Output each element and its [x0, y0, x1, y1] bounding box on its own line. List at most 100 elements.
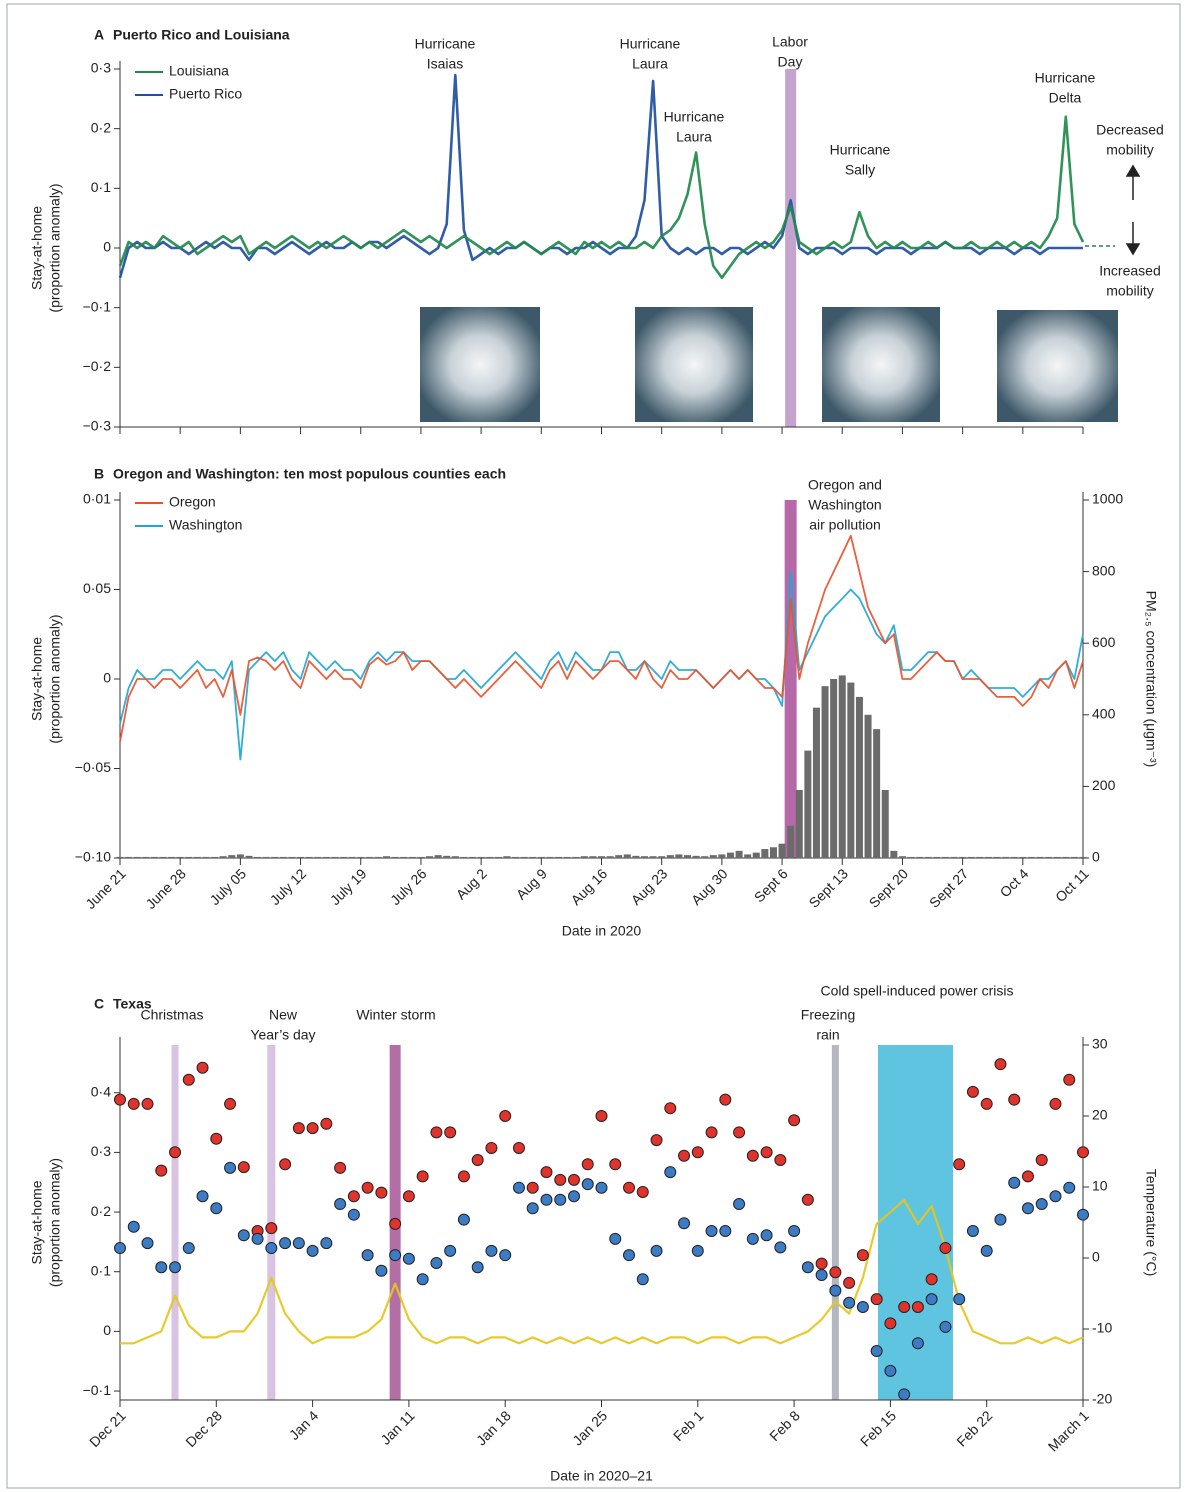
bar [297, 856, 305, 858]
bar [486, 856, 494, 858]
point [911, 1300, 924, 1313]
point [581, 1178, 594, 1191]
point [1077, 1146, 1089, 1159]
y-axis-label: (proportion anomaly) [47, 614, 63, 743]
point [746, 1232, 759, 1245]
point [939, 1320, 952, 1333]
point [884, 1317, 897, 1330]
x-tick-label: Aug 2 [453, 865, 490, 902]
y-tick-label: 0·3 [91, 1143, 111, 1159]
point [265, 1242, 278, 1255]
bar [1053, 856, 1061, 858]
bar [426, 856, 434, 858]
y-tick-label: 0·01 [83, 491, 111, 507]
point [691, 1244, 704, 1257]
bar [580, 856, 588, 858]
bar [228, 855, 236, 858]
y2-tick-label: 600 [1092, 634, 1116, 650]
point [733, 1198, 746, 1211]
point [966, 1225, 979, 1238]
point [389, 1249, 402, 1262]
point [595, 1181, 608, 1194]
x-tick-label: Sept 20 [866, 865, 912, 911]
bar [159, 856, 167, 858]
bar [434, 855, 442, 858]
y2-tick-label: 10 [1092, 1178, 1108, 1194]
y2-tick-label: -10 [1092, 1320, 1112, 1336]
point [925, 1273, 938, 1286]
legend-label: Oregon [169, 494, 216, 510]
arrow-head [1125, 243, 1141, 256]
point [251, 1232, 264, 1245]
point [389, 1217, 402, 1230]
panel-letter: B [94, 466, 104, 482]
point [430, 1126, 443, 1139]
point [829, 1284, 842, 1297]
bar [503, 856, 511, 858]
bar [890, 850, 898, 858]
point [760, 1146, 773, 1159]
point [994, 1213, 1007, 1226]
bar [374, 856, 382, 858]
annotation: Freezing [801, 1007, 855, 1023]
point [306, 1244, 319, 1257]
point [320, 1237, 333, 1250]
bar [718, 854, 726, 858]
bar [555, 856, 563, 858]
bar [855, 696, 863, 858]
point [444, 1126, 457, 1139]
bar [322, 856, 330, 858]
point [843, 1276, 856, 1289]
bar [804, 750, 812, 858]
bar [288, 856, 296, 858]
x-tick-label: Sept 13 [806, 865, 852, 911]
bar [752, 852, 760, 858]
x-axis-label: Date in 2020–21 [550, 1468, 653, 1484]
x-tick-label: Aug 9 [513, 865, 550, 902]
point [623, 1249, 636, 1262]
point [856, 1300, 869, 1313]
bar [735, 850, 743, 858]
point [210, 1132, 223, 1145]
bar [460, 856, 468, 858]
point [980, 1244, 993, 1257]
point [650, 1244, 663, 1257]
point [1008, 1093, 1021, 1106]
line [120, 1199, 1084, 1345]
point [169, 1146, 182, 1159]
point [678, 1149, 691, 1162]
annotation: Day [778, 54, 803, 70]
point [1021, 1202, 1034, 1215]
bar [133, 856, 141, 858]
point [609, 1232, 622, 1245]
point [829, 1266, 842, 1279]
bar [666, 855, 674, 858]
point [1035, 1154, 1048, 1167]
point [1035, 1198, 1048, 1211]
point [567, 1173, 580, 1186]
bar [993, 856, 1001, 858]
bar [1019, 856, 1027, 858]
y-axis-label: (proportion anomaly) [47, 183, 63, 312]
bar [1062, 856, 1070, 858]
point [114, 1242, 126, 1255]
point [939, 1242, 952, 1255]
y-tick-label: 0·1 [91, 1262, 111, 1278]
bar [847, 682, 855, 858]
point [292, 1237, 305, 1250]
bar [262, 856, 270, 858]
x-tick-label: Aug 30 [688, 865, 731, 908]
point [1021, 1170, 1034, 1183]
point [856, 1249, 869, 1262]
point [540, 1166, 553, 1179]
bar [357, 856, 365, 858]
point [1049, 1190, 1062, 1203]
point [1063, 1073, 1076, 1086]
bar [950, 856, 958, 858]
bar [193, 856, 201, 858]
point [402, 1190, 415, 1203]
point [499, 1110, 512, 1122]
point [155, 1261, 168, 1274]
point [169, 1261, 182, 1274]
